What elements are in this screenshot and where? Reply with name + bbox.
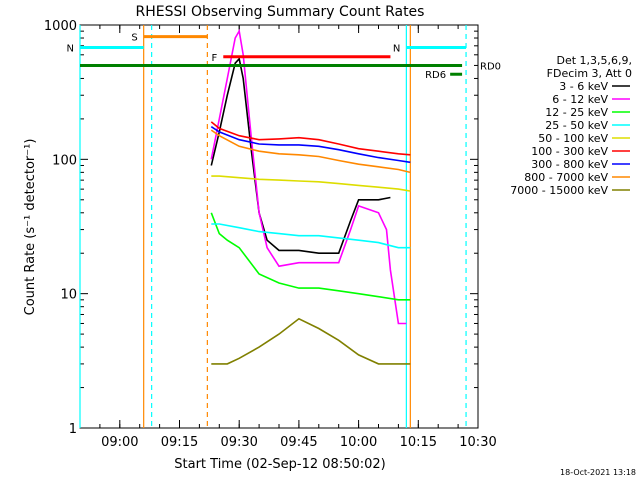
legend-entry-label: 100 - 300 keV — [531, 145, 608, 158]
x-axis-label: Start Time (02-Sep-12 08:50:02) — [174, 457, 385, 472]
flag-bar-label: RD0 — [480, 61, 501, 72]
series-line-7 — [210, 126, 411, 164]
legend-entry-label: 25 - 50 keV — [545, 119, 608, 132]
legend-entry-label: 50 - 100 keV — [538, 132, 608, 145]
chart-title: RHESSI Observing Summary Count Rates — [136, 4, 425, 20]
series-line-8 — [210, 129, 411, 174]
x-tick-label: 09:15 — [161, 435, 198, 450]
flag-bar-label: S — [131, 33, 137, 44]
legend: Det 1,3,5,6,9,FDecim 3, Att 03 - 6 keV6 … — [510, 54, 632, 197]
legend-entry-label: 12 - 25 keV — [545, 106, 608, 119]
y-axis-label: Count Rate (s⁻¹ detector⁻¹) — [23, 139, 38, 316]
y-tick-label: 1 — [69, 422, 77, 437]
plot-area: 1 10 100 1000 09:00 09:15 09:30 09:45 10:00 10:15… — [44, 19, 501, 450]
flag-bar-label: N — [67, 43, 74, 54]
plot-frame — [79, 24, 479, 429]
x-tick-label: 10:30 — [459, 435, 496, 450]
series-line-2 — [210, 28, 407, 325]
legend-entry-label: 7000 - 15000 keV — [510, 184, 608, 197]
x-tick-label: 09:45 — [280, 435, 317, 450]
legend-entry-label: 800 - 7000 keV — [524, 171, 608, 184]
series-line-1 — [210, 57, 391, 254]
legend-header-line: Det 1,3,5,6,9, — [556, 54, 632, 67]
y-tick-label: 100 — [52, 153, 77, 168]
legend-entry-label: 300 - 800 keV — [531, 158, 608, 171]
x-tick-label: 10:15 — [400, 435, 437, 450]
series-line-5 — [211, 175, 411, 192]
x-tick-label: 09:00 — [101, 435, 138, 450]
y-tick-label: 1000 — [44, 19, 77, 34]
legend-entry-label: 6 - 12 keV — [552, 93, 608, 106]
flag-bar-label: N — [393, 43, 400, 54]
series-line-4 — [211, 223, 411, 249]
series-line-3 — [210, 212, 411, 301]
legend-entry-label: 3 - 6 keV — [559, 80, 608, 93]
series-line-6 — [210, 121, 411, 156]
timestamp: 18-Oct-2021 13:18 — [560, 468, 636, 477]
x-tick-label: 10:00 — [340, 435, 377, 450]
series-line-9 — [211, 317, 411, 365]
flag-bar-label: RD6 — [425, 70, 446, 81]
y-tick-label: 10 — [60, 288, 77, 303]
flag-bar-label: F — [212, 53, 218, 64]
x-tick-label: 09:30 — [220, 435, 257, 450]
legend-header-line: FDecim 3, Att 0 — [547, 67, 632, 80]
